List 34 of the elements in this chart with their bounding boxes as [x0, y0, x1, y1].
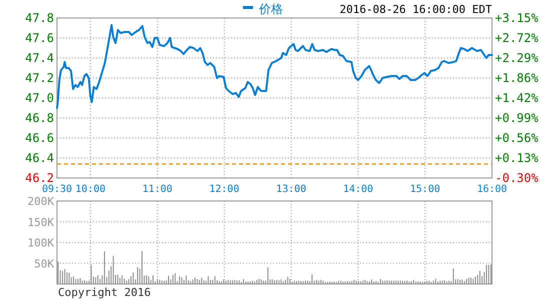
y-tick-label: 46.8 — [25, 111, 54, 125]
y-tick-label: 47.0 — [25, 91, 54, 105]
y-tick-label: 150K — [28, 216, 54, 229]
x-tick-label: 16:00 — [476, 184, 508, 195]
y2-tick-label: +2.72% — [495, 30, 540, 45]
x-tick-label: 12:00 — [209, 184, 240, 195]
chart-subtitle: 2016-08-26 16:00:00 EDT — [340, 3, 492, 16]
x-tick-label: 10:00 — [75, 184, 106, 195]
y2-tick-label: +0.13% — [495, 151, 540, 166]
y-tick-label: 50K — [34, 257, 54, 270]
y-tick-label: 100K — [28, 236, 54, 250]
y-tick-label: 47.4 — [25, 51, 54, 65]
y2-tick-label: +1.42% — [495, 91, 540, 106]
text: Copyright 2016 — [58, 286, 151, 299]
y-tick-label: 46.2 — [25, 171, 54, 185]
y-tick-label: 46.6 — [25, 131, 54, 145]
legend-label: 价格 — [258, 2, 283, 16]
y-tick-label: 47.6 — [25, 31, 54, 45]
y2-tick-label: +1.86% — [495, 70, 540, 85]
y2-tick-label: -0.30% — [495, 171, 540, 185]
y2-tick-label: +0.56% — [495, 131, 540, 146]
y2-tick-label: +3.15% — [495, 11, 540, 25]
x-tick-label: 15:00 — [410, 184, 440, 195]
y-tick-label: 47.2 — [25, 71, 54, 85]
y-tick-label: 46.4 — [25, 151, 54, 165]
y-tick-label: 200K — [28, 195, 54, 208]
y-tick-label: 47.8 — [25, 11, 54, 25]
y2-tick-label: +0.99% — [495, 111, 540, 126]
line-series — [56, 24, 493, 109]
x-tick-label: 13:00 — [276, 184, 306, 195]
y2-tick-label: +2.29% — [495, 50, 540, 65]
x-tick-label: 11:00 — [142, 184, 172, 195]
x-tick-label: 14:00 — [343, 184, 374, 195]
x-tick-label: 09:30 — [42, 184, 72, 195]
